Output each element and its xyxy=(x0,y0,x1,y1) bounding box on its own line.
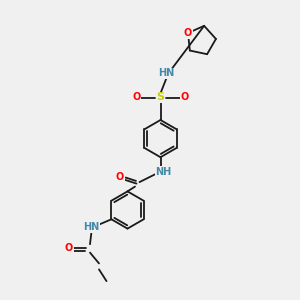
Text: O: O xyxy=(180,92,189,103)
Text: HN: HN xyxy=(83,222,100,233)
Text: O: O xyxy=(116,172,124,182)
Text: HN: HN xyxy=(158,68,175,79)
Text: NH: NH xyxy=(155,167,172,177)
Text: O: O xyxy=(65,243,73,254)
Text: O: O xyxy=(132,92,141,103)
Text: S: S xyxy=(157,92,164,103)
Text: O: O xyxy=(184,28,192,38)
